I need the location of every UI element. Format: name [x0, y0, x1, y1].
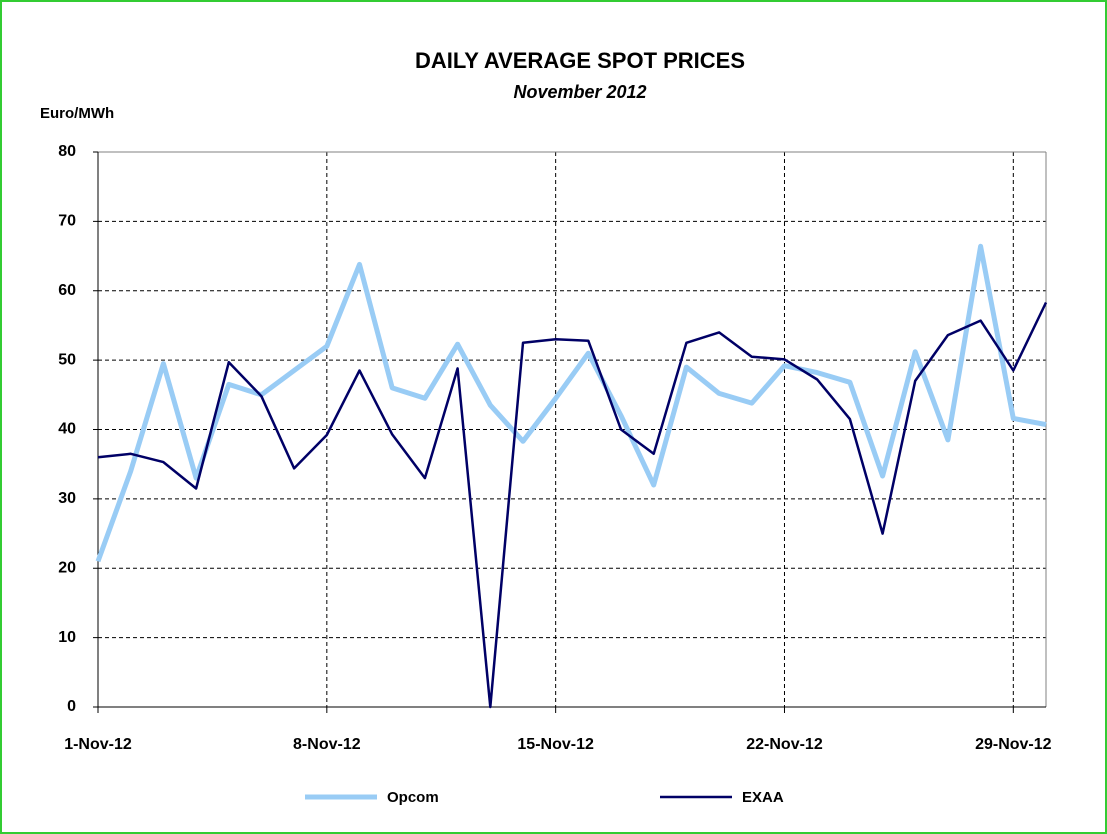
x-tick-label: 15-Nov-12: [517, 736, 594, 753]
x-tick-label: 1-Nov-12: [64, 736, 132, 753]
y-tick-label: 80: [58, 143, 76, 160]
legend-label: Opcom: [387, 789, 439, 806]
x-tick-label: 8-Nov-12: [293, 736, 361, 753]
y-tick-label: 40: [58, 421, 76, 438]
y-tick-label: 50: [58, 351, 76, 368]
series-line: [95, 243, 1047, 563]
y-tick-label: 30: [58, 490, 76, 507]
legend-label: EXAA: [742, 789, 784, 806]
series-line: [97, 301, 1048, 709]
y-tick-label: 60: [58, 282, 76, 299]
x-tick-label: 29-Nov-12: [975, 736, 1052, 753]
chart-title: DAILY AVERAGE SPOT PRICES: [415, 48, 745, 73]
y-tick-label: 10: [58, 629, 76, 646]
y-tick-label: 20: [58, 559, 76, 576]
x-tick-label: 22-Nov-12: [746, 736, 823, 753]
y-tick-label: 70: [58, 213, 76, 230]
chart-subtitle: November 2012: [513, 82, 646, 102]
y-tick-label: 0: [67, 698, 76, 715]
y-axis-title: Euro/MWh: [40, 105, 114, 122]
